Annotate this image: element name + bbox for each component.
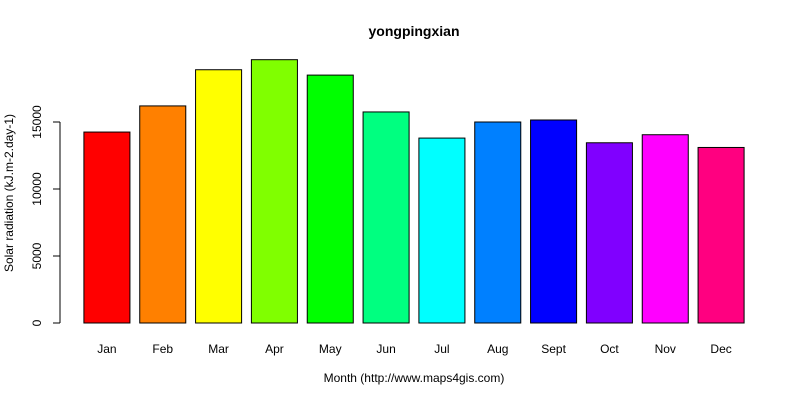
x-tick-label: May xyxy=(319,342,342,356)
bar-nov xyxy=(641,134,689,324)
bar-dec xyxy=(697,146,745,324)
y-axis: 0 5000 10000 15000 xyxy=(30,105,61,326)
bar-may xyxy=(306,74,354,324)
bar-mar xyxy=(195,69,243,324)
x-tick-label: Jul xyxy=(434,342,449,356)
x-tick-label: Aug xyxy=(487,342,508,356)
x-tick-label: Mar xyxy=(208,342,229,356)
y-axis-label: Solar radiation (kJ.m-2.day-1) xyxy=(2,114,16,272)
bars xyxy=(83,59,745,324)
bar-jan xyxy=(83,131,131,324)
chart-title: yongpingxian xyxy=(369,23,460,39)
x-tick-label: Jan xyxy=(97,342,116,356)
x-tick-label: Dec xyxy=(710,342,731,356)
y-tick-label: 0 xyxy=(30,319,44,326)
y-tick-label: 10000 xyxy=(30,172,44,206)
bar-jul xyxy=(418,137,466,324)
x-tick-label: Feb xyxy=(152,342,173,356)
bar-oct xyxy=(585,142,633,324)
x-tick-labels: Jan Feb Mar Apr May Jun Jul Aug Sept Oct Nov Dec xyxy=(97,342,732,356)
x-tick-label: Nov xyxy=(655,342,676,356)
y-tick-label: 15000 xyxy=(30,105,44,139)
x-tick-label: Sept xyxy=(541,342,566,356)
bar-apr xyxy=(250,59,298,324)
x-tick-label: Jun xyxy=(376,342,395,356)
bar-sept xyxy=(530,119,578,324)
x-tick-label: Oct xyxy=(600,342,619,356)
bar-aug xyxy=(474,121,522,324)
bar-feb xyxy=(139,105,187,324)
bar-jun xyxy=(362,111,410,324)
y-tick-label: 5000 xyxy=(30,242,44,269)
x-tick-label: Apr xyxy=(265,342,284,356)
x-axis-label: Month (http://www.maps4gis.com) xyxy=(324,371,505,385)
